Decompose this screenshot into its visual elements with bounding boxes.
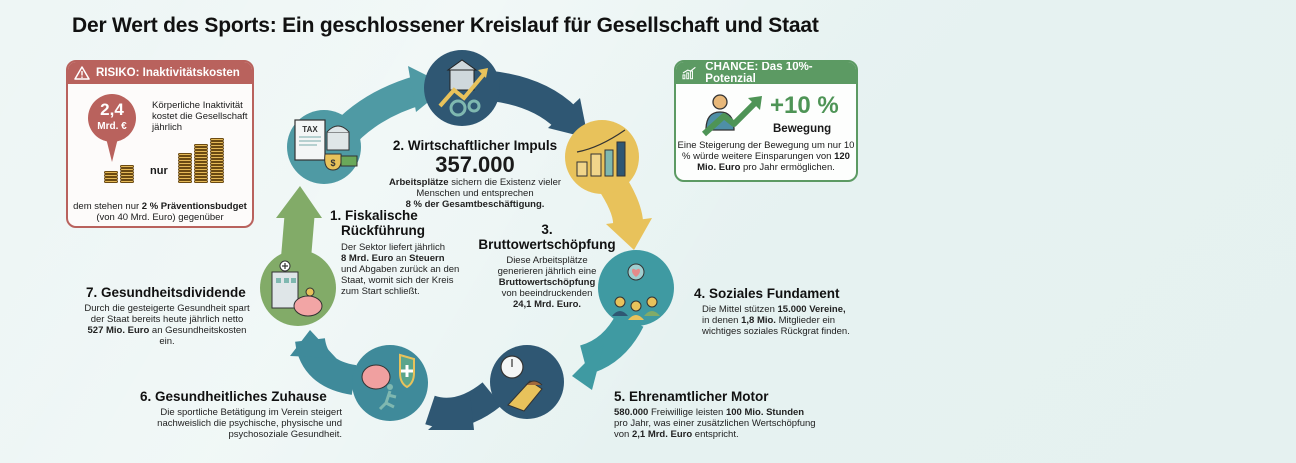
step-1-heading: 1. Fiskalische [330,208,418,223]
step-3-text: Diese Arbeitsplätze generieren jährlich … [472,255,622,310]
risk-box: RISIKO: Inaktivitätskosten 2,4 Mrd. € Kö… [66,60,254,228]
step-1-text-b: an [393,253,410,264]
step-7-health-dividend: 7. Gesundheitsdividende Durch die gestei… [82,285,252,347]
risk-footer: dem stehen nur 2 % Präventionsbudget (vo… [68,201,252,223]
step-1-heading-line2: Rückführung [341,223,425,238]
chance-box: CHANCE: Das 10%-Potenzial +10 % Bewegung… [674,60,858,182]
step-2-bold-a: Arbeitsplätze [388,177,449,188]
chance-desc-bold: 120 Mio. Euro [697,151,850,173]
node-fiscal: TAX $ [287,110,361,184]
step-2-economic: 2. Wirtschaftlicher Impuls 357.000 Arbei… [380,138,570,210]
step-3-bold-a: Bruttowertschöpfung [498,277,596,288]
step-7-text-b: an Gesundheitskosten ein. [149,325,247,347]
step-5-heading: 5. Ehrenamtlicher Motor [614,389,769,404]
chance-desc-end: pro Jahr ermöglichen. [740,162,835,173]
large-coin-stacks-icon [178,137,224,183]
person-growth-icon [701,94,762,137]
chance-description: Eine Steigerung der Bewegung um nur 10 %… [676,140,856,173]
node-health-dividend [260,250,336,326]
small-coin-stacks-icon [104,164,134,183]
coins-bar-chart-icon [576,129,626,177]
node-health-home [352,345,428,421]
step-5-bold-b: 100 Mio. Stunden [725,407,805,418]
step-6-health-home: 6. Gesundheitliches Zuhause Die sportlic… [132,389,342,440]
bank-growth-gears-icon [438,59,488,117]
svg-text:TAX: TAX [302,125,318,134]
handshake-stopwatch-icon [500,355,543,412]
step-4-text-a: Die Mittel stützen [702,304,778,315]
step-2-text: Arbeitsplätze sichern die Existenz viele… [380,177,570,210]
growth-chart-icon [682,66,696,80]
step-2-number: 357.000 [435,152,515,177]
step-4-heading: 4. Soziales Fundament [694,286,840,301]
step-1-bold-a: 8 Mrd. Euro [341,253,394,264]
step-5-text-b: pro Jahr, was einer zusätzlichen Wertsch… [614,418,816,440]
risk-header: RISIKO: Inaktivitätskosten [68,62,252,84]
page-title: Der Wert des Sports: Ein geschlossener K… [72,14,819,37]
tax-document-icon: TAX $ [294,119,358,171]
step-4-text-c: Mitglieder ein wichtiges soziales Rückgr… [702,315,850,337]
step-2-heading: 2. Wirtschaftlicher Impuls [392,138,558,153]
step-5-volunteer: 5. Ehrenamtlicher Motor 580.000 Freiwill… [614,389,824,440]
node-value-added [565,120,639,194]
chance-percentage: +10 % [770,92,839,119]
hospital-piggybank-icon [271,260,323,317]
step-4-social: 4. Soziales Fundament Die Mittel stützen… [694,286,854,337]
chance-header-label: CHANCE: Das 10%-Potenzial [705,61,813,85]
chance-desc-text: Eine Steigerung der Bewegung um nur 10 %… [677,140,855,162]
step-5-bold-a: 580.000 [614,407,649,418]
step-4-bold-a: 15.000 Vereine, [777,304,846,315]
svg-text:$: $ [330,158,335,168]
chance-header: CHANCE: Das 10%-Potenzial [676,61,856,85]
chance-subtitle: Bewegung [773,123,832,135]
node-social [598,250,674,326]
node-economic [424,50,500,126]
step-5-text-a: Freiwillige leisten [648,407,726,418]
step-3-text-a: Diese Arbeitsplätze generieren jährlich … [497,255,597,277]
step-3-heading: 3. Bruttowertschöpfung [478,222,616,252]
warning-triangle-icon [74,66,90,80]
step-4-text: Die Mittel stützen 15.000 Vereine, in de… [694,304,854,337]
step-7-bold-a: 527 Mio. Euro [87,325,150,336]
step-1-fiscal: 1. Fiskalische Rückführung Der Sektor li… [330,208,470,297]
brain-shield-runner-icon [361,353,415,411]
step-1-text-a: Der Sektor liefert jährlich [341,242,446,253]
step-7-heading: 7. Gesundheitsdividende [86,285,246,300]
risk-amount-bubble: 2,4 Mrd. € [88,94,136,142]
risk-footer-bold: 2 % Präventionsbudget [141,201,247,212]
risk-footer-text: dem stehen nur [73,201,142,212]
risk-description: Körperliche Inaktivität kostet die Gesel… [152,100,248,133]
step-1-text: Der Sektor liefert jährlich 8 Mrd. Euro … [330,242,470,297]
step-1-bold-b: Steuern [409,253,445,264]
node-volunteer [490,345,564,419]
step-2-text-a: sichern die Existenz vieler Menschen und… [416,177,562,199]
step-7-text: Durch die gesteigerte Gesundheit spart d… [82,303,252,347]
risk-footer-note: (von 40 Mrd. Euro) gegenüber [96,212,224,223]
risk-unit: Mrd. € [97,121,127,132]
step-7-text-a: Durch die gesteigerte Gesundheit spart d… [84,303,250,325]
step-6-text: Die sportliche Betätigung im Verein stei… [157,407,342,440]
bubble-tail [106,138,118,162]
step-5-text: 580.000 Freiwillige leisten 100 Mio. Stu… [614,407,824,440]
step-4-bold-b: 1,8 Mio. [741,315,776,326]
risk-connector: nur [150,165,168,177]
step-3-value-added: 3. Bruttowertschöpfung Diese Arbeitsplät… [472,222,622,310]
risk-header-label: RISIKO: Inaktivitätskosten [96,67,240,79]
step-2-bold-b: 8 % der Gesamtbeschäftigung. [405,199,545,210]
step-5-bold-c: 2,1 Mrd. Euro [631,429,693,440]
step-3-bold-b: 24,1 Mrd. Euro. [512,299,582,310]
step-4-text-b: in denen [702,315,742,326]
risk-amount: 2,4 [100,100,124,119]
step-1-text-c: und Abgaben zurück an den Staat, womit s… [341,264,460,297]
step-6-heading: 6. Gesundheitliches Zuhause [140,389,327,404]
community-heart-icon [612,263,660,320]
step-5-text-c: entspricht. [692,429,739,440]
step-3-text-b: von beeindruckenden [501,288,593,299]
